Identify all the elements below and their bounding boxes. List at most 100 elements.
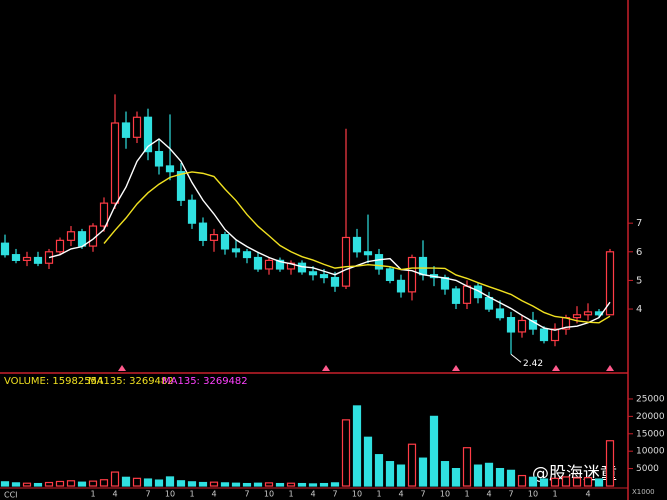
- candle-body: [462, 285, 472, 304]
- volume-bar: [297, 482, 307, 487]
- volume-bar: [506, 469, 516, 487]
- volume-bar: [44, 481, 54, 487]
- volume-bar: [451, 467, 461, 487]
- volume-tick-label: 10000: [636, 447, 665, 457]
- candle-body: [363, 251, 373, 256]
- candle-body: [495, 308, 505, 319]
- x-tick-label: 7: [508, 490, 513, 499]
- volume-bar: [605, 440, 615, 487]
- volume-bar: [132, 477, 142, 487]
- candle-body: [220, 234, 230, 250]
- candle-body: [330, 276, 340, 287]
- volume-bar: [154, 479, 164, 487]
- x-tick-label: 1: [288, 490, 293, 499]
- candle-body: [506, 317, 516, 333]
- x-tick-label: 4: [211, 490, 216, 499]
- volume-bar: [0, 481, 10, 487]
- candle-body: [374, 254, 384, 270]
- x-tick-label: 10: [165, 490, 175, 499]
- volume-bar: [341, 419, 351, 487]
- volume-bar: [363, 436, 373, 487]
- volume-bar: [55, 480, 65, 487]
- volume-bar: [143, 478, 153, 487]
- volume-bar: [352, 405, 362, 487]
- volume-bar: [418, 457, 428, 487]
- volume-bar: [33, 482, 43, 487]
- volume-bar: [253, 482, 263, 487]
- volume-bar: [539, 478, 549, 487]
- candle-body: [319, 274, 329, 279]
- candle-body: [110, 122, 120, 204]
- marker: [118, 365, 126, 371]
- volume-bar: [440, 461, 450, 487]
- volume-bar: [99, 479, 109, 487]
- volume-bar: [187, 481, 197, 487]
- volume-bar: [110, 471, 120, 487]
- volume-bar: [462, 447, 472, 487]
- y-tick-label: 4: [636, 304, 642, 315]
- candle-body: [33, 256, 43, 264]
- volume-bar: [374, 454, 384, 487]
- x-tick-label: 1: [464, 490, 469, 499]
- x-tick-label: 4: [112, 490, 117, 499]
- volume-bar: [407, 443, 417, 487]
- candle-body: [121, 122, 131, 138]
- ma-header: MA135: 3269482: [162, 376, 248, 387]
- volume-bar: [209, 481, 219, 487]
- candle-body: [99, 202, 109, 227]
- candle-body: [605, 251, 615, 316]
- candle-body: [385, 268, 395, 282]
- volume-bar: [308, 483, 318, 487]
- x-tick-label: 4: [486, 490, 491, 499]
- candle-body: [473, 285, 483, 299]
- volume-bar: [121, 476, 131, 487]
- candle-body: [308, 271, 318, 276]
- candle-body: [264, 259, 274, 270]
- volume-header: VOLUME: 15982554: [4, 376, 103, 387]
- ma-line: [103, 171, 611, 324]
- volume-unit: X1000: [632, 488, 655, 496]
- candle-body: [55, 239, 65, 253]
- volume-bar: [594, 478, 604, 487]
- candle-body: [209, 234, 219, 241]
- x-tick-label: 7: [145, 490, 150, 499]
- candle-body: [88, 225, 98, 247]
- marker: [452, 365, 460, 371]
- x-tick-label: 7: [420, 490, 425, 499]
- candle-body: [275, 259, 285, 270]
- candle-body: [352, 236, 362, 253]
- x-tick-label: 4: [585, 490, 590, 499]
- volume-bar: [242, 482, 252, 487]
- volume-bar: [11, 482, 21, 487]
- x-tick-label: 1: [376, 490, 381, 499]
- candle-body: [154, 151, 164, 167]
- indicator-tab[interactable]: CCI: [4, 491, 18, 500]
- candle-body: [143, 116, 153, 153]
- candle-body: [484, 296, 494, 310]
- volume-bar: [88, 480, 98, 487]
- volume-bar: [517, 474, 527, 487]
- x-tick-label: 10: [528, 490, 538, 499]
- candle-body: [242, 251, 252, 259]
- volume-bar: [220, 482, 230, 487]
- candle-body: [176, 171, 186, 201]
- marker: [606, 365, 614, 371]
- marker: [552, 365, 560, 371]
- volume-bar: [198, 481, 208, 487]
- low-pointer: [510, 353, 522, 363]
- candle-body: [396, 279, 406, 293]
- x-tick-label: 1: [552, 490, 557, 499]
- volume-bar: [319, 482, 329, 487]
- candle-body: [539, 328, 549, 342]
- volume-bar: [550, 477, 560, 487]
- volume-bar: [22, 482, 32, 487]
- volume-bar: [583, 477, 593, 487]
- candle-body: [0, 242, 10, 256]
- low-label: 2.42: [523, 359, 543, 369]
- volume-bar: [473, 464, 483, 487]
- candle-body: [528, 319, 538, 330]
- volume-tick-label: 20000: [636, 412, 665, 422]
- y-tick-label: 5: [636, 275, 642, 286]
- volume-bar: [286, 482, 296, 487]
- volume-bar: [429, 415, 439, 487]
